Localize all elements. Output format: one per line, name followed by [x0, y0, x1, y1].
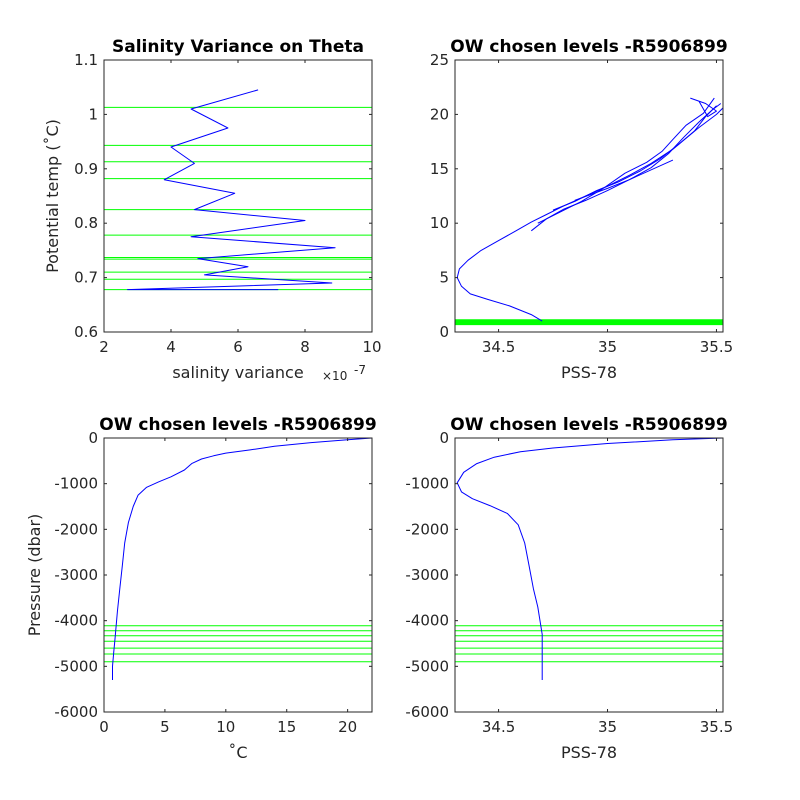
plot-area	[455, 438, 723, 680]
y-tick-label: 0.8	[74, 214, 98, 232]
x-exponent-power: -7	[354, 363, 366, 377]
salinity-variance-panel: 2 4 6 8 10 0.6 0.7 0.8 0.9 1 1.1 Salinity Variance …	[43, 37, 382, 383]
profile-line	[456, 105, 717, 322]
y-tick-label: 0	[88, 429, 98, 447]
plot-area	[104, 89, 372, 291]
profile-line	[456, 438, 723, 680]
x-tick-label: 10	[216, 718, 235, 736]
y-tick-label: 1	[88, 105, 98, 123]
plot-area	[455, 97, 723, 326]
x-tick-label: 2	[99, 338, 109, 356]
y-tick-label: -6000	[405, 703, 449, 721]
y-tick-label: 0	[439, 323, 449, 341]
temperature-pressure-panel: 0 5 10 15 20-6000-5000-4000-3000-2000-10000O…	[25, 415, 377, 762]
chart-title: OW chosen levels -R5906899	[450, 37, 727, 57]
plot-area	[104, 438, 372, 680]
y-tick-label: 0.9	[74, 160, 98, 178]
y-tick-label: -3000	[405, 566, 449, 584]
y-tick-label: 0.7	[74, 269, 98, 287]
y-tick-label: -2000	[405, 520, 449, 538]
y-tick-label: 20	[430, 105, 449, 123]
chart-title: OW chosen levels -R5906899	[99, 415, 376, 435]
y-tick-label: -5000	[405, 657, 449, 675]
y-tick-label: 15	[430, 160, 449, 178]
x-tick-label: 20	[338, 718, 357, 736]
y-tick-label: 5	[439, 269, 449, 287]
chart-title: Salinity Variance on Theta	[112, 37, 364, 57]
x-axis-label: salinity variance	[172, 363, 303, 382]
y-tick-label: -5000	[54, 657, 98, 675]
x-exponent-base: ×10	[322, 369, 347, 383]
x-tick-label: 35.5	[700, 338, 733, 356]
x-tick-label: 15	[277, 718, 296, 736]
x-tick-label: 5	[160, 718, 170, 736]
y-tick-label: 25	[430, 51, 449, 69]
x-axis-label: PSS-78	[561, 743, 617, 762]
x-tick-label: 4	[166, 338, 176, 356]
x-tick-label: 34.5	[482, 338, 515, 356]
profile-line	[127, 89, 336, 291]
profile-line	[530, 103, 722, 232]
x-axis-label: ˚C	[228, 743, 247, 762]
y-tick-label: -1000	[54, 475, 98, 493]
y-tick-label: 0	[439, 429, 449, 447]
y-tick-label: -3000	[54, 566, 98, 584]
chart-title: OW chosen levels -R5906899	[450, 415, 727, 435]
profile-line	[690, 97, 717, 118]
y-tick-label: 0.6	[74, 323, 98, 341]
x-tick-label: 34.5	[482, 718, 515, 736]
y-tick-label: -6000	[54, 703, 98, 721]
salinity-pressure-panel: 34.5 35 35.5 -6000 -5000 -4000 -3000 -2000 -1000…	[405, 415, 733, 762]
x-tick-label: 0	[99, 718, 109, 736]
x-tick-label: 35	[598, 718, 617, 736]
y-tick-label: -4000	[405, 612, 449, 630]
x-tick-label: 6	[233, 338, 243, 356]
x-axis-label: PSS-78	[561, 363, 617, 382]
y-tick-label: 10	[430, 214, 449, 232]
y-tick-label: -2000	[54, 520, 98, 538]
axes-box	[454, 59, 724, 333]
y-tick-label: 1.1	[74, 51, 98, 69]
x-tick-label: 8	[300, 338, 310, 356]
profile-line	[537, 97, 715, 224]
x-tick-label: 35.5	[700, 718, 733, 736]
profile-line	[112, 438, 372, 680]
y-tick-label: -4000	[54, 612, 98, 630]
y-axis-label: Potential temp (˚C)	[43, 119, 62, 273]
y-axis-label: Pressure (dbar)	[25, 514, 44, 637]
y-tick-label: -1000	[405, 475, 449, 493]
x-tick-label: 10	[362, 338, 381, 356]
profile-line	[574, 159, 674, 201]
x-tick-label: 35	[598, 338, 617, 356]
